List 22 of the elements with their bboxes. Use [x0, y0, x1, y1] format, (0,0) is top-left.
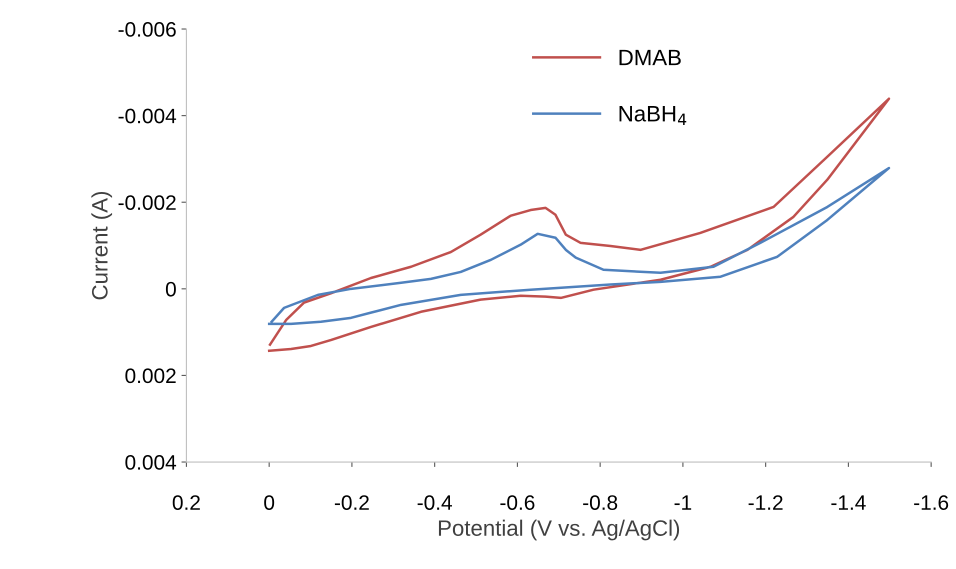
x-tick-label: -0.2 [334, 495, 369, 510]
x-tick-label: -0.6 [500, 495, 534, 510]
x-tick-label: -1 [674, 495, 692, 510]
y-axis-title: Current (A) [91, 192, 112, 300]
x-tick-label: -1.6 [914, 495, 948, 510]
legend-label: NaBH$_{4}$ [620, 106, 686, 125]
x-tick-label: -0.4 [418, 495, 452, 510]
y-tick-label: 0.002 [125, 368, 176, 384]
y-tick-label: -0.002 [118, 195, 176, 210]
line-series [268, 166, 890, 326]
x-tick-label: 0.2 [172, 495, 200, 510]
y-tick-label: -0.006 [118, 22, 176, 37]
line-series [268, 97, 890, 352]
x-axis-title: Potential (V vs. Ag/AgCl) [438, 520, 680, 540]
x-tick-label: -0.8 [583, 495, 618, 510]
x-tick-label: -1.4 [831, 495, 866, 510]
y-tick-label: -0.004 [118, 108, 176, 124]
x-tick-label: -1.2 [748, 495, 783, 510]
x-tick-label: 0 [264, 495, 274, 510]
y-tick-label: 0 [166, 282, 176, 297]
y-tick-label: 0.004 [125, 455, 176, 470]
legend-label: DMAB [620, 50, 681, 66]
